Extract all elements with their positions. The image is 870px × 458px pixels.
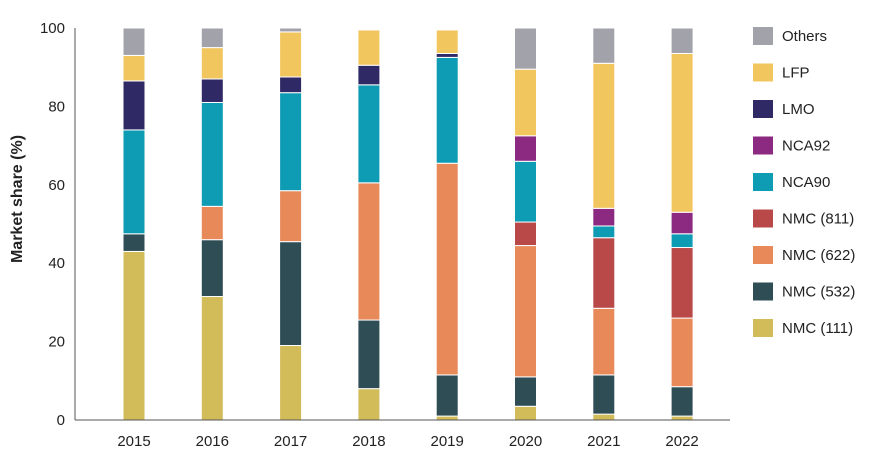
bar-segment bbox=[592, 27, 616, 64]
legend-label: NCA92 bbox=[782, 138, 830, 155]
legend-swatch bbox=[753, 246, 773, 264]
bar-segment bbox=[200, 239, 224, 298]
bar-segment bbox=[592, 374, 616, 415]
bar-segment bbox=[592, 225, 616, 239]
bar-segment bbox=[514, 245, 537, 378]
bar-segment bbox=[200, 296, 224, 421]
x-tick-label: 2022 bbox=[665, 433, 698, 450]
x-tick-label: 2016 bbox=[196, 433, 229, 450]
legend-swatch bbox=[753, 136, 773, 155]
bar-segment bbox=[122, 80, 146, 131]
bar-segment bbox=[357, 319, 381, 390]
y-axis-label: Market share (%) bbox=[9, 135, 26, 263]
bar-segment bbox=[670, 317, 694, 388]
bar-segment bbox=[357, 29, 381, 66]
bar-segment bbox=[200, 205, 224, 241]
legend-swatch bbox=[753, 100, 773, 118]
bar-segment bbox=[670, 27, 694, 54]
bar-segment bbox=[592, 413, 616, 421]
bar-segment bbox=[670, 211, 694, 235]
bar-segment bbox=[200, 27, 224, 49]
bar-segment bbox=[357, 182, 381, 321]
legend-swatch bbox=[753, 282, 773, 301]
bar-segment bbox=[357, 84, 381, 184]
bar-segment bbox=[279, 92, 303, 192]
legend-label: NMC (111) bbox=[782, 320, 853, 337]
y-tick-label: 80 bbox=[48, 98, 65, 115]
bar-segment bbox=[514, 68, 537, 137]
y-tick-label: 60 bbox=[48, 177, 65, 194]
bar-segment bbox=[357, 388, 381, 421]
bar-segment bbox=[200, 101, 224, 207]
x-axis: 2015 2016 2017 2018 2019 2020 2021 2022 bbox=[117, 433, 698, 450]
bar-segment bbox=[435, 56, 459, 164]
legend-label: Others bbox=[782, 28, 827, 45]
legend-label: LMO bbox=[782, 101, 815, 118]
bar-segment bbox=[279, 27, 303, 33]
bar-segment bbox=[122, 27, 146, 56]
bar-segment bbox=[670, 247, 694, 319]
x-tick-label: 2017 bbox=[274, 433, 307, 450]
bar-segment bbox=[435, 162, 459, 376]
bar-segment bbox=[514, 221, 537, 247]
legend-swatch bbox=[753, 27, 773, 45]
bar-segment bbox=[514, 27, 537, 70]
bar-segment bbox=[435, 29, 459, 54]
x-tick-label: 2021 bbox=[587, 433, 620, 450]
bar-segment bbox=[279, 76, 303, 94]
bar-segment bbox=[279, 241, 303, 347]
legend-label: NMC (622) bbox=[782, 247, 855, 264]
bar-segment bbox=[122, 250, 146, 421]
bar-segment bbox=[279, 31, 303, 78]
legend-swatch bbox=[753, 319, 773, 337]
bar-segment bbox=[670, 415, 694, 421]
legend-swatch bbox=[753, 173, 773, 191]
bar-segment bbox=[279, 190, 303, 243]
x-tick-label: 2019 bbox=[431, 433, 464, 450]
bar-segment bbox=[200, 78, 224, 103]
legend-label: NMC (532) bbox=[782, 284, 855, 301]
bar-segment bbox=[514, 405, 537, 421]
bar-segment bbox=[435, 415, 459, 421]
bar-segment bbox=[670, 386, 694, 417]
bar-segment bbox=[122, 233, 146, 252]
y-tick-label: 20 bbox=[48, 334, 65, 351]
bar-segment bbox=[357, 64, 381, 86]
bar-segment bbox=[592, 307, 616, 376]
x-tick-label: 2018 bbox=[352, 433, 385, 450]
bar-segment bbox=[592, 62, 616, 209]
y-axis: 0 20 40 60 80 100 bbox=[40, 20, 65, 429]
bar-segment bbox=[435, 52, 459, 58]
y-tick-label: 100 bbox=[40, 20, 65, 37]
y-tick-label: 40 bbox=[48, 255, 65, 272]
x-tick-label: 2020 bbox=[509, 433, 542, 450]
bar-segment bbox=[514, 135, 537, 162]
legend: Others LFP LMO NCA92 NCA90 NMC (811) NMC (622)… bbox=[753, 27, 855, 337]
bar-segment bbox=[514, 160, 537, 223]
bar-segment bbox=[122, 129, 146, 235]
bar-segment bbox=[592, 207, 616, 227]
bar-segment bbox=[514, 376, 537, 407]
legend-label: NMC (811) bbox=[782, 211, 854, 228]
bar-segment bbox=[435, 374, 459, 417]
legend-swatch bbox=[753, 209, 773, 228]
bars-group bbox=[122, 27, 694, 421]
bar-segment bbox=[122, 54, 146, 82]
legend-label: NCA90 bbox=[782, 174, 830, 191]
bar-segment bbox=[200, 47, 224, 80]
bar-segment bbox=[592, 237, 616, 309]
legend-label: LFP bbox=[782, 65, 810, 82]
bar-segment bbox=[670, 52, 694, 213]
bar-segment bbox=[670, 233, 694, 249]
y-tick-label: 0 bbox=[57, 412, 65, 429]
legend-swatch bbox=[753, 63, 773, 82]
x-tick-label: 2015 bbox=[117, 433, 150, 450]
bar-segment bbox=[279, 345, 303, 421]
